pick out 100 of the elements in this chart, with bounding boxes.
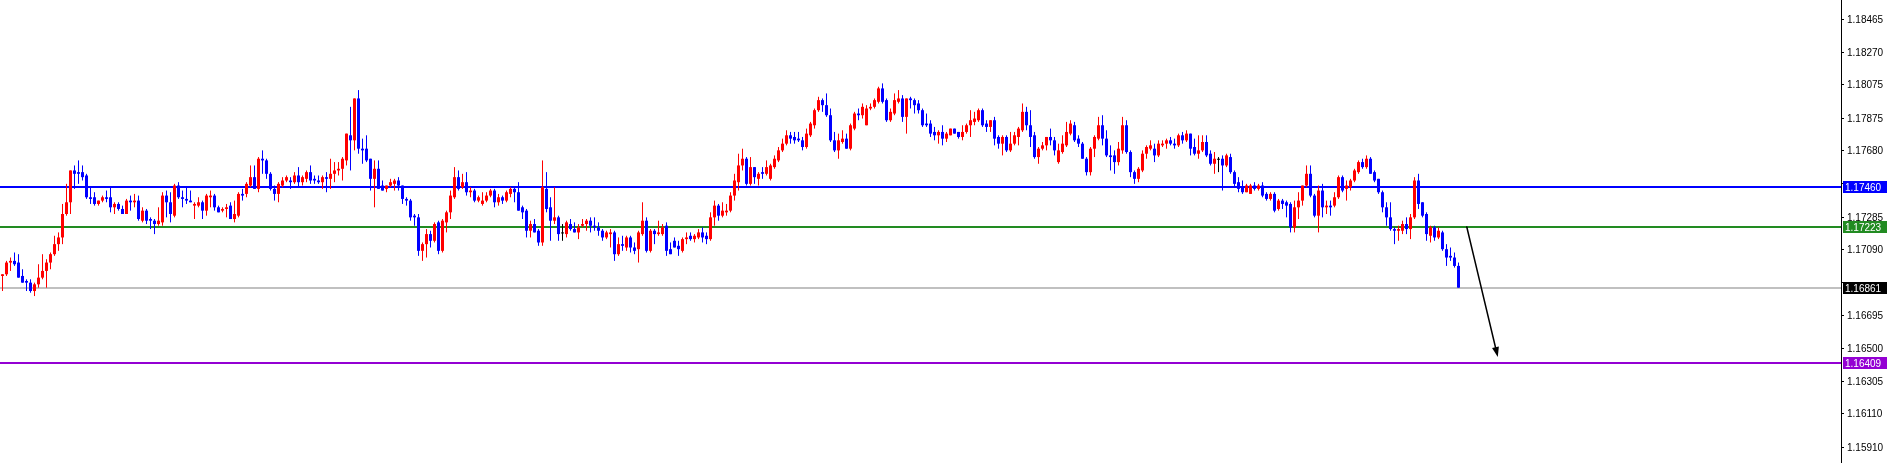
candlestick [1065, 121, 1068, 148]
candlestick [421, 241, 424, 262]
y-tick-label: 1.17680 [1847, 145, 1884, 156]
candlestick [833, 131, 836, 153]
y-tick-label: 1.18270 [1847, 47, 1884, 58]
candlestick [805, 128, 808, 150]
candlestick [1297, 191, 1300, 220]
ref-line-label: 1.17460 [1845, 181, 1882, 193]
candlestick [1213, 151, 1216, 175]
y-tick-label: 1.16695 [1847, 310, 1884, 321]
candlestick [57, 231, 60, 252]
candlestick [1345, 180, 1348, 202]
candlestick [1089, 146, 1092, 176]
candlestick [553, 186, 556, 225]
candlestick [1409, 213, 1412, 240]
candlestick [169, 191, 172, 223]
candlestick [237, 191, 240, 218]
candlestick [1001, 134, 1004, 156]
candlestick [1057, 143, 1060, 165]
candlestick [309, 164, 312, 185]
candlestick [1217, 156, 1220, 173]
candlestick [1129, 149, 1132, 178]
candlestick [1273, 191, 1276, 213]
candlestick [749, 156, 752, 187]
candlestick [329, 158, 332, 190]
candlestick [1385, 201, 1388, 227]
candlestick [617, 236, 620, 257]
y-tick-label: 1.15910 [1847, 442, 1884, 453]
candlestick [1113, 149, 1116, 175]
candlestick [1105, 129, 1108, 158]
y-tick-label: 1.17090 [1847, 244, 1884, 255]
candlestick [609, 228, 612, 248]
candlestick [729, 191, 732, 213]
candlestick [649, 228, 652, 254]
candlestick [1337, 174, 1340, 200]
ref-line-label: 1.17223 [1845, 221, 1882, 233]
candlestick [205, 193, 208, 217]
candlestick [709, 211, 712, 242]
candlestick [713, 200, 716, 227]
candlestick [921, 108, 924, 128]
candlestick [993, 116, 996, 146]
y-tick-label: 1.17875 [1847, 113, 1884, 124]
candlestick [45, 258, 48, 289]
candlestick [1085, 156, 1088, 176]
candlestick [201, 200, 204, 220]
candlestick [525, 208, 528, 238]
y-tick-label: 1.18465 [1847, 14, 1884, 25]
candlestick [1445, 243, 1448, 267]
candlestick [557, 215, 560, 242]
candlestick [1053, 136, 1056, 156]
y-tick-label: 1.16305 [1847, 376, 1884, 387]
candlestick [1305, 164, 1308, 188]
candlestick [1025, 106, 1028, 131]
candlestick [1229, 153, 1232, 175]
candlestick [1021, 102, 1024, 133]
candlestick [901, 94, 904, 123]
candlestick [349, 106, 352, 171]
candlestick [37, 263, 40, 289]
ref-line-label: 1.16861 [1845, 282, 1882, 294]
candlestick [1153, 143, 1156, 163]
candlestick [1289, 201, 1292, 233]
candlestick [61, 203, 64, 245]
candlestick [893, 92, 896, 116]
candlestick [737, 153, 740, 192]
candlestick [561, 223, 564, 242]
y-tick-label: 1.18075 [1847, 79, 1884, 90]
candlestick [825, 92, 828, 118]
candlestick [1073, 121, 1076, 143]
y-tick-label: 1.16110 [1847, 408, 1883, 419]
candlestick [17, 253, 20, 279]
candlestick [41, 253, 44, 280]
candlestick [1109, 144, 1112, 171]
y-tick-label: 1.16500 [1847, 343, 1884, 354]
candlestick [837, 133, 840, 160]
candlestick [277, 181, 280, 203]
candlestick [137, 195, 140, 222]
candlestick [373, 159, 376, 208]
candlestick [1441, 230, 1444, 252]
candlestick [1009, 131, 1012, 153]
candlestick [1381, 190, 1384, 213]
candlestick [333, 161, 336, 183]
candlestick [1101, 114, 1104, 146]
candlestick [77, 159, 80, 185]
candlestick [165, 190, 168, 218]
candlestick [409, 198, 412, 222]
candlestick [265, 158, 268, 180]
candlestick [433, 221, 436, 243]
y-tick-label: 1.17285 [1847, 212, 1884, 223]
candlestick [613, 230, 616, 262]
candlestick [65, 183, 68, 217]
candlestick [1449, 246, 1452, 262]
candlestick [1293, 200, 1296, 233]
candlestick [741, 148, 744, 171]
candlestick [1197, 134, 1200, 160]
candlestick [1313, 193, 1316, 218]
candlestick [905, 97, 908, 135]
candlestick [1389, 201, 1392, 232]
candlestick [425, 228, 428, 259]
candlestick [969, 109, 972, 138]
candlestick [981, 108, 984, 128]
